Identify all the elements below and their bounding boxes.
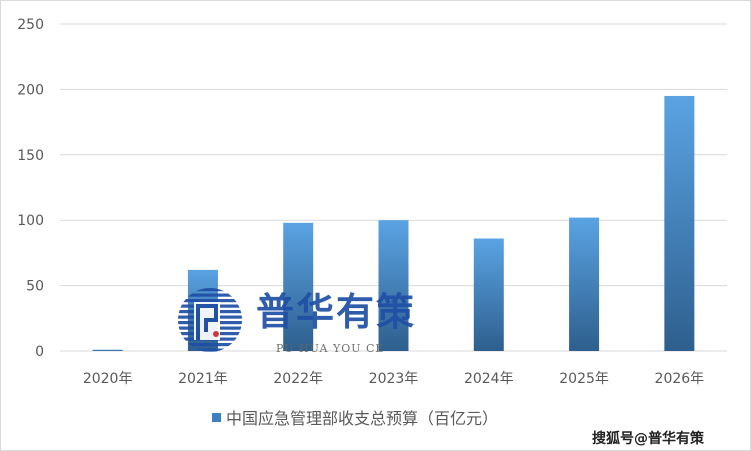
bar bbox=[378, 220, 409, 351]
legend: 中国应急管理部收支总预算（百亿元） bbox=[212, 405, 498, 429]
source-credit: 搜狐号@普华有策 bbox=[592, 431, 704, 447]
y-tick-label: 100 bbox=[17, 213, 44, 229]
legend-label: 中国应急管理部收支总预算（百亿元） bbox=[226, 409, 499, 428]
y-tick-label: 200 bbox=[17, 82, 44, 98]
bar bbox=[283, 222, 314, 351]
logo-stripe bbox=[178, 293, 242, 297]
bar bbox=[473, 238, 504, 351]
x-tick-label: 2020年 bbox=[83, 371, 133, 387]
bar bbox=[92, 349, 123, 351]
watermark: 普华有策 PU HUA YOU CE bbox=[176, 286, 416, 358]
y-tick-label: 0 bbox=[35, 344, 44, 360]
watermark-logo-icon bbox=[178, 288, 242, 352]
legend-swatch bbox=[212, 412, 221, 422]
x-tick-label: 2021年 bbox=[178, 371, 228, 387]
watermark-text: 普华有策 bbox=[256, 290, 417, 334]
x-tick-label: 2022年 bbox=[273, 371, 323, 387]
logo-stripe bbox=[178, 299, 242, 303]
logo-stripe bbox=[178, 343, 242, 347]
bar bbox=[569, 217, 600, 351]
x-tick-label: 2023年 bbox=[369, 371, 419, 387]
y-tick-label: 250 bbox=[17, 17, 44, 33]
watermark-subtext: PU HUA YOU CE bbox=[276, 342, 385, 355]
logo-stripe bbox=[178, 288, 242, 292]
x-tick-label: 2024年 bbox=[464, 371, 514, 387]
y-tick-label: 150 bbox=[17, 148, 44, 164]
bar bbox=[664, 95, 695, 351]
y-tick-label: 50 bbox=[26, 279, 44, 295]
x-tick-label: 2026年 bbox=[655, 371, 705, 387]
logo-stripe bbox=[178, 348, 242, 352]
x-tick-label: 2025年 bbox=[559, 371, 609, 387]
